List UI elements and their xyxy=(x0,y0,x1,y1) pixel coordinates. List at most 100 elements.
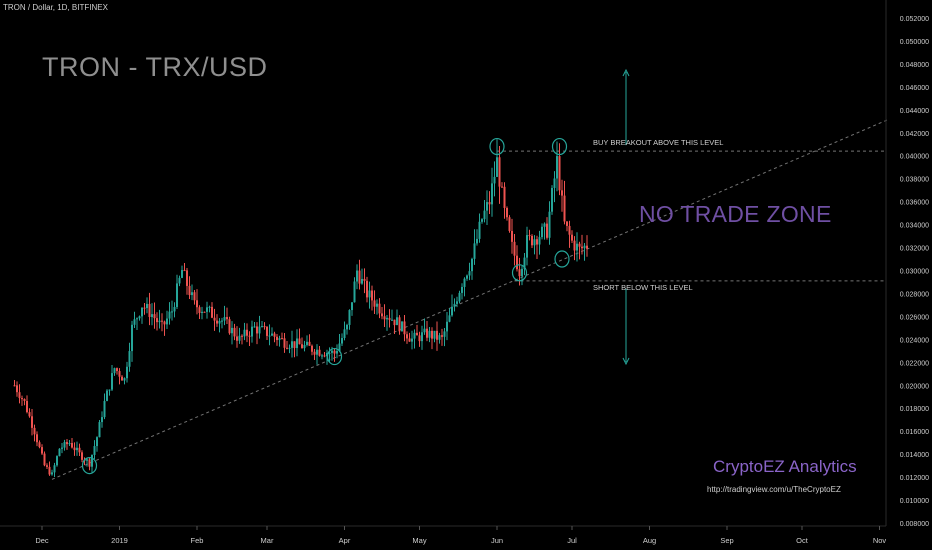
candle-body xyxy=(343,329,346,339)
candle-body xyxy=(576,243,578,251)
candle-body xyxy=(253,326,256,328)
candle-body xyxy=(311,345,313,352)
y-tick-label: 0.042000 xyxy=(900,131,929,138)
candle-body xyxy=(213,317,216,321)
candle-body xyxy=(291,341,293,348)
arrow-up-head xyxy=(622,68,630,77)
candle-body xyxy=(158,320,161,323)
candle-body xyxy=(498,157,501,187)
candle-body xyxy=(373,300,376,307)
candle-body xyxy=(211,306,213,318)
x-tick-label: Dec xyxy=(35,536,49,545)
candle-body xyxy=(358,270,361,284)
candle-body xyxy=(61,447,63,449)
candle-body xyxy=(113,368,116,374)
x-tick-label: Mar xyxy=(261,536,274,545)
candle-body xyxy=(463,278,466,287)
candle-body xyxy=(388,317,391,320)
candle-body xyxy=(48,466,51,475)
y-tick-label: 0.046000 xyxy=(900,85,929,92)
candle-body xyxy=(78,447,81,453)
y-tick-label: 0.008000 xyxy=(900,521,929,528)
candle-body xyxy=(88,459,91,467)
y-axis[interactable]: 0.052000 0.050000 0.048000 0.046000 0.044000… xyxy=(885,0,929,528)
candle-body xyxy=(453,303,456,307)
candle-body xyxy=(316,349,318,355)
candle-body xyxy=(433,330,436,339)
candle-body xyxy=(458,292,461,302)
y-tick-label: 0.044000 xyxy=(900,108,929,115)
candle-body xyxy=(581,246,583,249)
x-tick-label: Aug xyxy=(643,536,656,545)
candle-body xyxy=(438,335,441,340)
candle-body xyxy=(196,300,198,308)
candle-body xyxy=(198,307,201,313)
candle-body xyxy=(478,221,481,239)
candle-body xyxy=(466,275,468,279)
y-tick-label: 0.030000 xyxy=(900,269,929,276)
arrows-layer xyxy=(622,68,630,366)
candle-body xyxy=(293,341,296,349)
candle-body xyxy=(333,350,336,354)
candle-body xyxy=(101,417,103,423)
candle-body xyxy=(486,202,488,211)
candle-body xyxy=(401,321,403,332)
candle-body xyxy=(441,335,443,337)
candle-body xyxy=(236,336,238,341)
candle-body xyxy=(203,311,206,313)
candle-body xyxy=(31,416,33,428)
candle-body xyxy=(491,183,493,205)
candle-body xyxy=(516,255,518,270)
candle-body xyxy=(118,371,121,377)
candle-body xyxy=(543,223,546,227)
candle-body xyxy=(341,338,343,344)
candle-body xyxy=(353,281,356,303)
candle-body xyxy=(338,343,341,352)
candle-body xyxy=(386,317,388,320)
candle-body xyxy=(103,400,106,418)
candle-body xyxy=(531,235,533,246)
candle-body xyxy=(243,329,246,337)
candle-body xyxy=(36,434,38,443)
candle-body xyxy=(306,341,308,345)
candle-body xyxy=(121,376,123,381)
y-tick-label: 0.020000 xyxy=(900,383,929,390)
candle-body xyxy=(586,245,588,249)
candle-body xyxy=(98,422,101,438)
candle-body xyxy=(226,317,228,320)
candle-body xyxy=(456,301,458,304)
candle-body xyxy=(348,310,351,325)
candle-body xyxy=(128,351,131,367)
x-axis[interactable]: Dec 2019 Feb Mar Apr May Jun Jul Aug Sep Oct Nov xyxy=(0,525,886,545)
candle-body xyxy=(443,331,446,337)
y-tick-label: 0.010000 xyxy=(900,498,929,505)
candle-body xyxy=(411,338,413,342)
y-tick-label: 0.038000 xyxy=(900,177,929,184)
candle-body xyxy=(451,306,453,316)
candle-body xyxy=(518,269,521,277)
candle-body xyxy=(556,156,558,179)
candle-body xyxy=(428,330,431,338)
candle-body xyxy=(383,316,386,320)
candle-body xyxy=(146,303,148,309)
candle-body xyxy=(431,330,433,339)
candle-body xyxy=(538,237,541,245)
candle-body xyxy=(508,217,511,231)
candle-body xyxy=(266,326,268,336)
x-tick-label: Jun xyxy=(491,536,503,545)
candle-body xyxy=(403,321,406,335)
candle-body xyxy=(263,326,266,328)
candle-body xyxy=(326,353,328,357)
x-tick-label: Jul xyxy=(567,536,577,545)
candle-body xyxy=(73,447,76,451)
candle-body xyxy=(58,448,61,457)
symbol-header: TRON / Dollar, 1D, BITFINEX xyxy=(3,3,108,12)
candle-body xyxy=(461,286,463,293)
candle-body xyxy=(136,318,138,320)
candle-body xyxy=(436,330,438,340)
trendline xyxy=(51,118,890,480)
candle-body xyxy=(133,319,136,325)
candle-body xyxy=(363,278,366,281)
highlight-circle xyxy=(81,457,98,475)
y-tick-label: 0.012000 xyxy=(900,475,929,482)
